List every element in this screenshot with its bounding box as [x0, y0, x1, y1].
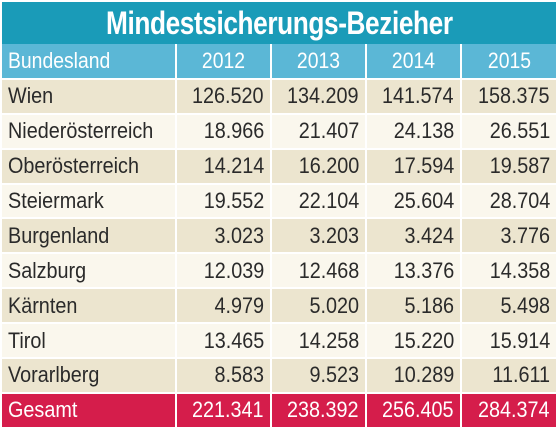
header-cell-bundesland: Bundesland — [2, 44, 177, 80]
header-cell-2014: 2014 — [366, 44, 462, 80]
value-cell-2014: 5.186 — [366, 288, 462, 325]
value-cell-2012: 13.465 — [176, 323, 272, 360]
value-cell-2013: 9.523 — [271, 358, 367, 394]
value-cell-2014: 3.424 — [366, 218, 462, 255]
value-cell-2014: 25.604 — [366, 183, 462, 220]
value-cell-2012: 126.520 — [176, 78, 272, 115]
value-cell-2012: 8.583 — [176, 358, 272, 394]
value-cell-2014: 15.220 — [366, 323, 462, 360]
total-cell-2014: 256.405 — [366, 392, 462, 427]
value-cell-2015: 11.611 — [461, 358, 556, 394]
value-cell-2013: 5.020 — [271, 288, 367, 325]
row-label-cell: Oberösterreich — [2, 148, 177, 185]
value-cell-2015: 28.704 — [461, 183, 556, 220]
total-label: Gesamt — [2, 392, 177, 427]
table-header: Bundesland 2012 2013 2014 2015 — [2, 44, 556, 80]
row-label-cell: Vorarlberg — [2, 358, 177, 394]
table-body: Wien 126.520 134.209 141.574 158.375 Niederös… — [2, 78, 556, 394]
row-label-cell: Wien — [2, 78, 177, 115]
table-title: Mindestsicherungs-Bezieher — [2, 2, 556, 44]
value-cell-2015: 5.498 — [461, 288, 556, 325]
total-cell-2015: 284.374 — [461, 392, 556, 427]
header-cell-2015: 2015 — [461, 44, 556, 80]
total-row: Gesamt 221.341 238.392 256.405 284.374 — [2, 392, 556, 427]
row-label-cell: Burgenland — [2, 218, 177, 255]
row-label-cell: Salzburg — [2, 253, 177, 290]
total-cell-2013: 238.392 — [271, 392, 367, 427]
value-cell-2015: 15.914 — [461, 323, 556, 360]
value-cell-2015: 26.551 — [461, 113, 556, 150]
value-cell-2013: 3.203 — [271, 218, 367, 255]
value-cell-2015: 19.587 — [461, 148, 556, 185]
value-cell-2013: 21.407 — [271, 113, 367, 150]
value-cell-2014: 10.289 — [366, 358, 462, 394]
value-cell-2014: 13.376 — [366, 253, 462, 290]
value-cell-2014: 17.594 — [366, 148, 462, 185]
value-cell-2014: 141.574 — [366, 78, 462, 115]
value-cell-2012: 3.023 — [176, 218, 272, 255]
header-row: Bundesland 2012 2013 2014 2015 — [2, 44, 556, 80]
table-row: Wien 126.520 134.209 141.574 158.375 — [2, 78, 556, 115]
table-row: Salzburg 12.039 12.468 13.376 14.358 — [2, 253, 556, 290]
value-cell-2012: 18.966 — [176, 113, 272, 150]
value-cell-2013: 22.104 — [271, 183, 367, 220]
table-row: Burgenland 3.023 3.203 3.424 3.776 — [2, 218, 556, 255]
table-row: Niederösterreich 18.966 21.407 24.138 26.551 — [2, 113, 556, 150]
value-cell-2015: 14.358 — [461, 253, 556, 290]
data-table: Bundesland 2012 2013 2014 2015 Wien 126.5… — [2, 44, 556, 427]
value-cell-2015: 158.375 — [461, 78, 556, 115]
total-cell-2012: 221.341 — [176, 392, 272, 427]
value-cell-2014: 24.138 — [366, 113, 462, 150]
table-title-text: Mindestsicherungs-Bezieher — [105, 4, 453, 41]
value-cell-2013: 16.200 — [271, 148, 367, 185]
table-row: Vorarlberg 8.583 9.523 10.289 11.611 — [2, 358, 556, 394]
row-label-cell: Kärnten — [2, 288, 177, 325]
value-cell-2012: 4.979 — [176, 288, 272, 325]
table-footer: Gesamt 221.341 238.392 256.405 284.374 — [2, 392, 556, 427]
value-cell-2012: 12.039 — [176, 253, 272, 290]
value-cell-2013: 12.468 — [271, 253, 367, 290]
table-row: Kärnten 4.979 5.020 5.186 5.498 — [2, 288, 556, 325]
value-cell-2013: 134.209 — [271, 78, 367, 115]
value-cell-2012: 19.552 — [176, 183, 272, 220]
value-cell-2013: 14.258 — [271, 323, 367, 360]
table-row: Steiermark 19.552 22.104 25.604 28.704 — [2, 183, 556, 220]
value-cell-2015: 3.776 — [461, 218, 556, 255]
row-label-cell: Niederösterreich — [2, 113, 177, 150]
row-label-cell: Steiermark — [2, 183, 177, 220]
value-cell-2012: 14.214 — [176, 148, 272, 185]
header-cell-2013: 2013 — [271, 44, 367, 80]
table-row: Tirol 13.465 14.258 15.220 15.914 — [2, 323, 556, 360]
row-label-cell: Tirol — [2, 323, 177, 360]
header-cell-2012: 2012 — [176, 44, 272, 80]
table-row: Oberösterreich 14.214 16.200 17.594 19.587 — [2, 148, 556, 185]
